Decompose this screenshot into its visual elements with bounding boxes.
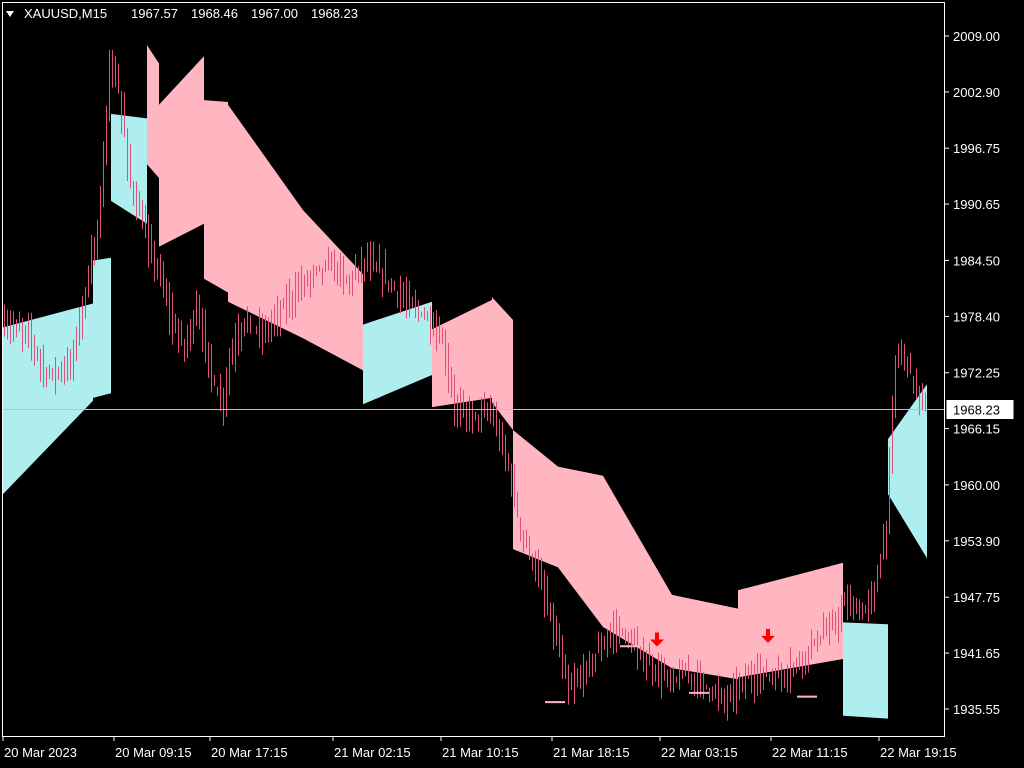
- sell-arrow-icon: [761, 628, 775, 643]
- time-axis: 20 Mar 2023 20 Mar 09:15 20 Mar 17:15 21 Ma…: [2, 736, 957, 760]
- triangle-down-icon[interactable]: [6, 11, 14, 17]
- x-tick-label: 20 Mar 2023: [4, 745, 77, 760]
- band-segment-down: [159, 56, 204, 247]
- current-price-tag: 1968.23: [946, 400, 1014, 419]
- x-tick-label: 22 Mar 03:15: [661, 745, 738, 760]
- signal-arrows: [650, 628, 775, 647]
- x-tick-label: 21 Mar 02:15: [334, 745, 411, 760]
- y-tick-label: 1966.15: [953, 422, 1000, 437]
- band-segment-down: [513, 430, 558, 568]
- open-price: 1967.57: [131, 6, 178, 21]
- band-segment-down: [672, 594, 738, 680]
- y-tick-label: 1996.75: [953, 141, 1000, 156]
- band-segment-up: [363, 301, 432, 405]
- level-markers: [545, 645, 817, 704]
- y-tick-label: 1935.55: [953, 702, 1000, 717]
- band-segment-down: [204, 100, 228, 293]
- low-price: 1967.00: [251, 6, 298, 21]
- price-axis: 2009.00 2002.90 1996.75 1990.65 1984.50 1978.…: [945, 29, 1000, 717]
- band-segment-up: [843, 622, 888, 719]
- y-tick-label: 2002.90: [953, 85, 1000, 100]
- band-segment-up: [888, 384, 927, 559]
- x-tick-label: 21 Mar 18:15: [553, 745, 630, 760]
- x-tick-label: 22 Mar 19:15: [880, 745, 957, 760]
- x-tick-label: 21 Mar 10:15: [442, 745, 519, 760]
- band-segment-down: [603, 475, 672, 669]
- chart-header: XAUUSD,M15 1967.57 1968.46 1967.00 1968.…: [6, 6, 358, 21]
- high-price: 1968.46: [191, 6, 238, 21]
- current-price-label: 1968.23: [953, 403, 1000, 418]
- candles: [4, 49, 926, 721]
- y-tick-label: 1941.65: [953, 646, 1000, 661]
- band-segment-down: [432, 299, 492, 408]
- band-segment-up: [93, 257, 111, 398]
- x-tick-label: 20 Mar 17:15: [211, 745, 288, 760]
- y-tick-label: 1990.65: [953, 197, 1000, 212]
- x-tick-label: 20 Mar 09:15: [115, 745, 192, 760]
- symbol-label: XAUUSD,M15: [24, 6, 107, 21]
- band-segment-down: [558, 466, 603, 627]
- plot-frame: [2, 2, 945, 737]
- y-tick-label: 1984.50: [953, 254, 1000, 269]
- current-price-box: [946, 400, 1014, 419]
- y-tick-label: 1947.75: [953, 590, 1000, 605]
- y-tick-label: 1978.40: [953, 309, 1000, 324]
- sell-arrow-icon: [650, 632, 664, 647]
- band-segment-down: [228, 104, 303, 339]
- y-tick-label: 1972.25: [953, 366, 1000, 381]
- band-segment-down: [147, 45, 159, 178]
- band-segment-down: [303, 210, 363, 371]
- indicator-bands: [3, 45, 927, 719]
- band-segment-down: [738, 562, 843, 678]
- x-tick-label: 22 Mar 11:15: [772, 745, 848, 760]
- close-price: 1968.23: [311, 6, 358, 21]
- y-tick-label: 1953.90: [953, 534, 1000, 549]
- y-tick-label: 1960.00: [953, 478, 1000, 493]
- y-tick-label: 2009.00: [953, 29, 1000, 44]
- band-segment-up: [111, 113, 147, 224]
- band-segment-down: [492, 297, 513, 430]
